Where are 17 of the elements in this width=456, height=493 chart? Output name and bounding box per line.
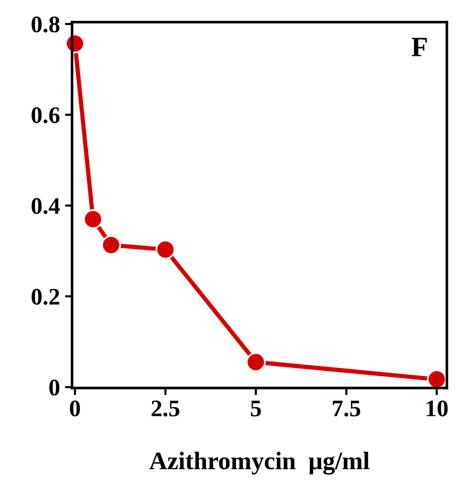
point — [101, 235, 121, 255]
x-tick-label: 5 — [250, 400, 261, 416]
y-tick-label: 0.6 — [32, 107, 60, 124]
y-tick-label: 0.8 — [32, 16, 60, 33]
x-tick-label: 2.5 — [152, 400, 180, 417]
point — [426, 370, 447, 390]
x-tick-label: 7.5 — [332, 400, 360, 417]
x-axis-title: Azithromycin μg/ml — [149, 452, 370, 475]
x-tick-label: 10 — [426, 400, 448, 416]
x-tick-label: 0 — [70, 400, 80, 416]
annotation: F — [412, 38, 427, 56]
point — [156, 240, 176, 260]
point — [83, 209, 103, 230]
point — [246, 352, 266, 372]
y-tick-label: 0 — [49, 380, 60, 396]
y-tick-label: 0.2 — [32, 288, 60, 305]
y-tick-label: 0.4 — [32, 198, 60, 214]
